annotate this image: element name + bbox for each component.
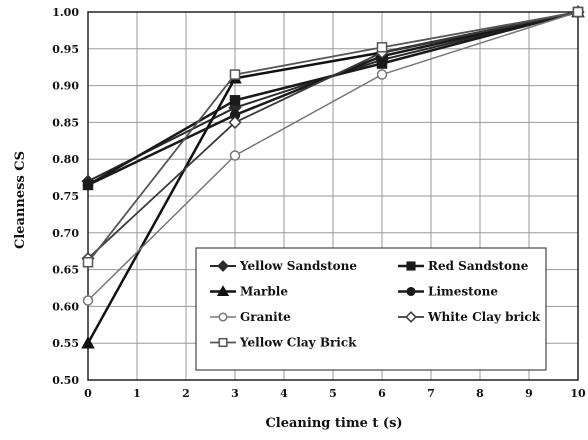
legend-item: Red Sandstone — [398, 259, 529, 273]
legend-item: White Clay brick — [398, 310, 541, 324]
data-point — [572, 6, 584, 18]
x-tick-label: 7 — [427, 387, 435, 400]
y-axis-title: Cleanness CS — [13, 151, 28, 249]
data-point — [229, 150, 241, 161]
x-tick-label: 3 — [231, 387, 239, 400]
data-point — [218, 337, 228, 348]
y-tick-label: 0.55 — [52, 337, 79, 350]
data-point — [216, 285, 230, 297]
series-yellow-clay-brick — [82, 6, 584, 268]
legend-item: Marble — [210, 285, 288, 299]
x-tick-label: 0 — [84, 387, 92, 400]
x-axis-title: Cleaning time t (s) — [265, 416, 402, 431]
series-line — [87, 11, 579, 302]
x-tick-label: 8 — [476, 387, 484, 400]
series-line — [87, 11, 579, 260]
series-line — [87, 10, 579, 187]
legend-item: Limestone — [398, 285, 498, 299]
data-point — [229, 95, 241, 106]
data-point — [228, 115, 242, 129]
x-tick-label: 2 — [182, 387, 190, 400]
legend-label: Yellow Sandstone — [239, 259, 357, 273]
data-point — [376, 42, 388, 53]
data-point — [406, 286, 416, 297]
x-tick-label: 6 — [378, 387, 386, 400]
data-point — [406, 261, 416, 271]
legend-box — [195, 247, 547, 371]
data-point — [405, 311, 417, 323]
legend-label: Yellow Clay Brick — [239, 336, 357, 350]
y-tick-label: 0.80 — [52, 153, 79, 166]
legend-label: Red Sandstone — [428, 259, 529, 273]
legend-label: Marble — [240, 285, 288, 299]
data-point — [82, 179, 94, 191]
legend-item: Yellow Clay Brick — [210, 336, 357, 350]
series-line — [87, 11, 579, 263]
legend-item: Granite — [210, 310, 291, 324]
plot-frame — [87, 11, 579, 381]
y-tick-label: 0.85 — [52, 116, 79, 129]
x-tick-label: 5 — [329, 387, 337, 400]
data-point — [229, 69, 241, 80]
axes: 0 1 2 3 4 5 6 7 8 9 10 0.50 0.55 0.60 0.65 0.70 0.75 0.80… — [52, 6, 586, 400]
data-point — [376, 69, 388, 80]
data-point — [82, 295, 94, 306]
data-point — [82, 256, 94, 268]
x-tick-label: 9 — [525, 387, 533, 400]
series-line — [87, 11, 579, 183]
y-tick-label: 0.90 — [52, 80, 79, 93]
legend-label: White Clay brick — [427, 310, 541, 324]
legend-label: Limestone — [428, 285, 498, 299]
legend: Yellow Sandstone Red Sandstone Marble Limes… — [195, 247, 547, 371]
x-tick-label: 10 — [570, 387, 586, 400]
y-tick-label: 1.00 — [52, 6, 79, 19]
y-tick-label: 0.75 — [52, 190, 79, 203]
y-tick-label: 0.60 — [52, 300, 79, 313]
series-line — [87, 10, 579, 187]
data-point — [217, 260, 229, 272]
series-lines — [81, 4, 585, 349]
x-tick-label: 1 — [133, 387, 141, 400]
legend-item: Yellow Sandstone — [210, 259, 357, 273]
y-tick-label: 0.95 — [52, 43, 79, 56]
legend-label: Granite — [240, 310, 291, 324]
y-tick-label: 0.70 — [52, 227, 79, 240]
data-point — [81, 336, 95, 349]
y-tick-label: 0.65 — [52, 264, 79, 277]
y-tick-label: 0.50 — [52, 374, 79, 387]
data-point — [218, 312, 228, 322]
x-tick-label: 4 — [280, 387, 288, 400]
